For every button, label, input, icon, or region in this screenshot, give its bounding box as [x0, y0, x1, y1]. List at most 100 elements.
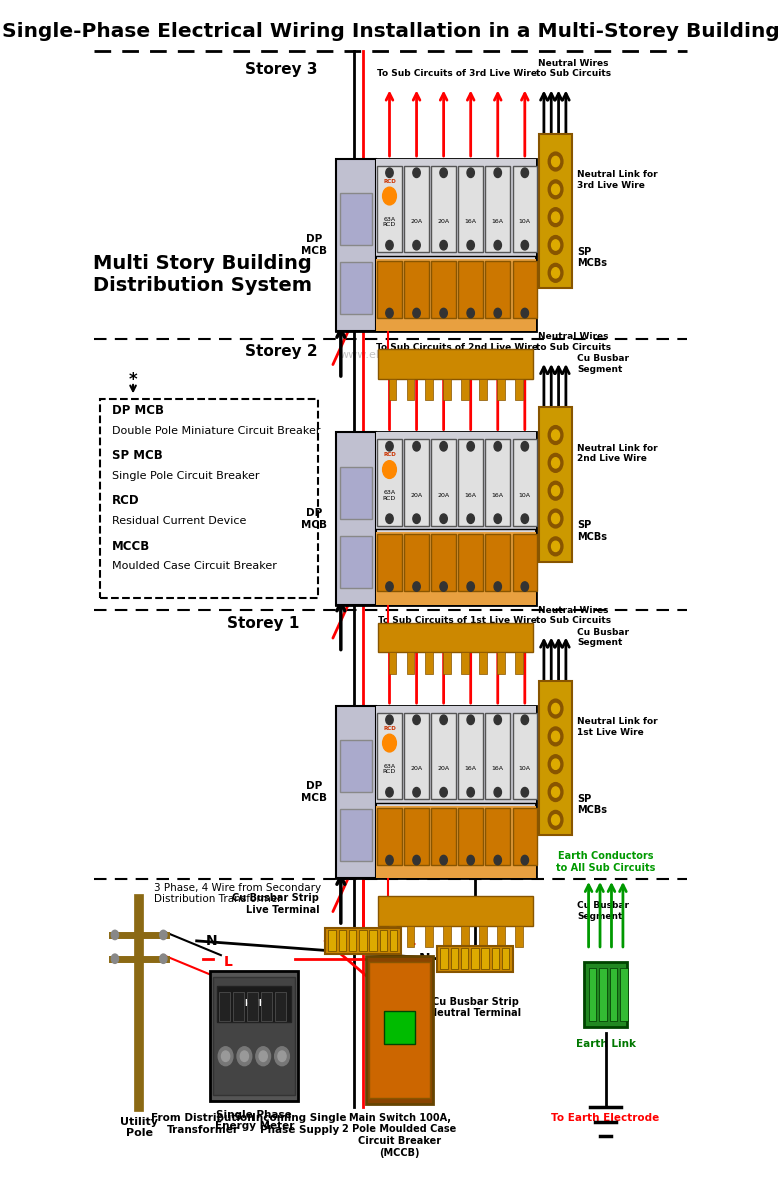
Text: SP
MCBs: SP MCBs — [577, 520, 607, 541]
Text: 63A
RCD: 63A RCD — [383, 490, 396, 501]
Text: Residual Current Device: Residual Current Device — [112, 516, 246, 526]
Bar — [377, 261, 401, 317]
Circle shape — [159, 954, 167, 963]
Bar — [376, 533, 536, 604]
Circle shape — [521, 582, 529, 591]
Circle shape — [494, 856, 501, 865]
Text: Earth Link: Earth Link — [576, 1039, 636, 1049]
Text: 20A: 20A — [437, 219, 450, 224]
Bar — [329, 931, 336, 951]
Bar — [340, 467, 372, 519]
Bar — [275, 992, 286, 1020]
Text: To Sub Circuits of 2nd Live Wire: To Sub Circuits of 2nd Live Wire — [376, 342, 538, 352]
Text: Cu Busbar Strip
Neutral Terminal: Cu Busbar Strip Neutral Terminal — [430, 997, 522, 1018]
Bar — [486, 534, 510, 591]
Circle shape — [551, 731, 559, 741]
Bar — [480, 379, 487, 401]
Text: RCD: RCD — [112, 495, 140, 508]
Bar — [377, 713, 401, 799]
Bar — [405, 534, 429, 591]
Bar — [377, 808, 401, 864]
Text: kWh: kWh — [244, 999, 265, 1008]
Circle shape — [467, 168, 474, 178]
Bar — [377, 534, 401, 591]
Bar — [512, 261, 537, 317]
Circle shape — [548, 700, 563, 718]
Bar — [512, 534, 537, 591]
Circle shape — [467, 309, 474, 318]
Bar — [233, 992, 244, 1020]
Bar — [610, 968, 618, 1020]
Text: To Earth Electrode: To Earth Electrode — [551, 1113, 660, 1123]
Circle shape — [551, 430, 559, 440]
Circle shape — [494, 168, 501, 178]
Bar — [217, 986, 291, 1022]
Bar — [377, 166, 401, 252]
Bar — [471, 949, 479, 969]
Bar — [481, 949, 489, 969]
Bar — [407, 926, 415, 948]
Bar — [440, 949, 448, 969]
Bar — [486, 808, 510, 864]
Circle shape — [548, 263, 563, 283]
Text: 63A
RCD: 63A RCD — [383, 764, 396, 775]
Bar — [379, 622, 533, 652]
Text: Neutral Link for
2nd Live Wire: Neutral Link for 2nd Live Wire — [577, 443, 658, 464]
Circle shape — [386, 441, 393, 451]
Text: Cu Busbar
Segment: Cu Busbar Segment — [577, 628, 629, 647]
Bar — [502, 949, 509, 969]
Text: RCD: RCD — [377, 626, 399, 637]
Text: 3 Phase, 4 Wire from Secondary
Distribution Transformer: 3 Phase, 4 Wire from Secondary Distribut… — [155, 882, 322, 904]
Circle shape — [548, 180, 563, 199]
Bar — [261, 992, 273, 1020]
Circle shape — [440, 856, 448, 865]
Circle shape — [237, 1047, 251, 1066]
Bar — [458, 166, 483, 252]
Circle shape — [440, 514, 448, 523]
Bar — [497, 926, 505, 948]
Circle shape — [413, 788, 420, 797]
Circle shape — [467, 715, 474, 725]
Circle shape — [467, 241, 474, 250]
Bar — [462, 652, 469, 673]
Text: SP
MCBs: SP MCBs — [577, 247, 607, 268]
Bar — [405, 713, 429, 799]
Circle shape — [218, 1047, 233, 1066]
Circle shape — [386, 309, 393, 318]
Bar — [458, 440, 483, 526]
Text: SP
MCBs: SP MCBs — [577, 794, 607, 815]
Circle shape — [440, 715, 448, 725]
Circle shape — [440, 241, 448, 250]
Bar — [437, 945, 513, 971]
Bar — [462, 926, 469, 948]
Circle shape — [548, 207, 563, 226]
Circle shape — [551, 485, 559, 496]
Bar — [431, 261, 456, 317]
Bar — [444, 379, 451, 401]
Circle shape — [551, 759, 559, 769]
Circle shape — [551, 814, 559, 825]
Bar — [486, 440, 510, 526]
Text: Single-Phase Electrical Wiring Installation in a Multi-Storey Building: Single-Phase Electrical Wiring Installat… — [2, 21, 779, 41]
Bar — [486, 261, 510, 317]
Bar — [336, 159, 376, 331]
Bar — [379, 896, 533, 926]
Text: *: * — [129, 371, 137, 389]
Circle shape — [521, 788, 529, 797]
Bar — [451, 949, 458, 969]
Bar — [431, 166, 456, 252]
Bar — [425, 926, 433, 948]
Bar — [407, 379, 415, 401]
Bar — [461, 949, 469, 969]
Circle shape — [111, 954, 119, 963]
Circle shape — [548, 783, 563, 801]
Bar — [210, 970, 298, 1101]
Bar — [405, 808, 429, 864]
Text: RCD: RCD — [377, 900, 399, 909]
Circle shape — [278, 1051, 286, 1062]
Circle shape — [494, 788, 501, 797]
Bar — [515, 926, 522, 948]
Circle shape — [386, 514, 393, 523]
Bar — [458, 261, 483, 317]
Text: 16A: 16A — [465, 493, 476, 498]
